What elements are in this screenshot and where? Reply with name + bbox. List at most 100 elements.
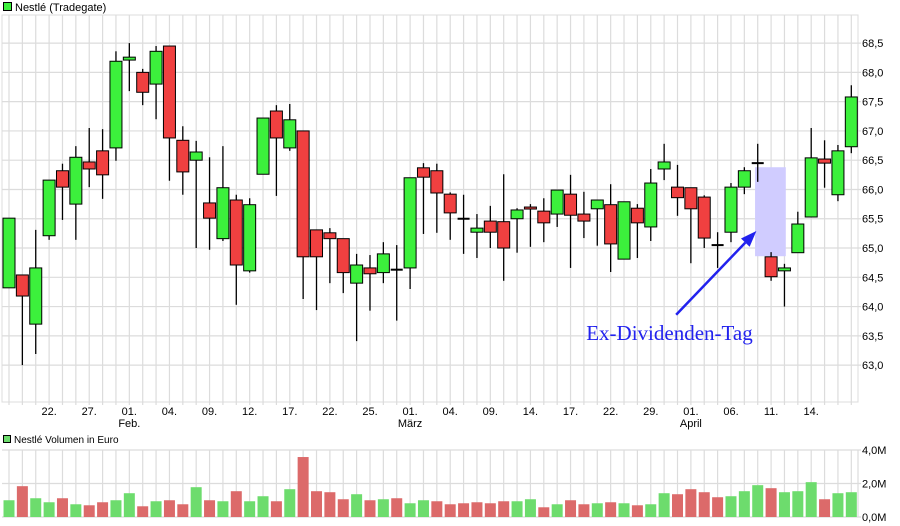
volume-bar	[217, 501, 229, 517]
volume-bar	[725, 496, 737, 517]
candle-body	[189, 151, 203, 161]
x-tick-label: 22.	[322, 406, 337, 418]
candle	[2, 217, 16, 289]
x-tick-label: 04.	[443, 406, 458, 418]
volume-bar	[16, 486, 28, 517]
candle	[269, 105, 283, 196]
y-tick-label: 64,5	[862, 272, 883, 284]
candle-body	[29, 267, 43, 325]
volume-bar	[765, 488, 777, 517]
candle-body	[256, 117, 270, 175]
y-tick-label: 68,0	[862, 67, 883, 79]
candle	[443, 192, 457, 240]
volume-bar	[150, 501, 162, 517]
volume-bar	[565, 500, 577, 517]
ex-dividend-highlight	[755, 167, 786, 257]
volume-bar	[511, 501, 523, 517]
candle	[310, 229, 324, 311]
candle-body	[550, 189, 564, 215]
volume-bar	[712, 497, 724, 517]
volume-bar	[471, 502, 483, 517]
x-tick-label: 25.	[362, 406, 377, 418]
volume-bar	[257, 496, 269, 517]
candle	[737, 167, 751, 195]
candle-body	[657, 161, 671, 170]
x-tick-label: 12.	[242, 406, 257, 418]
candle	[804, 127, 818, 218]
candle-body	[216, 187, 230, 240]
legend-swatch-price	[3, 2, 12, 11]
y-tick-label: 63,0	[862, 360, 883, 372]
price-axis-labels: 63,0 63,5 64,0 64,5 65,0 65,5 66,0 66,5 67,0 67,5…	[862, 38, 883, 372]
arrow-icon	[675, 241, 747, 316]
candle	[216, 146, 230, 241]
candle	[684, 187, 698, 264]
candle-body	[336, 238, 350, 274]
volume-bar	[819, 499, 831, 517]
candle	[697, 195, 711, 249]
candle-body	[376, 253, 390, 274]
candle	[751, 143, 764, 182]
volume-bar	[524, 499, 536, 517]
candle-body	[537, 210, 551, 224]
x-tick-label: 01.	[122, 406, 137, 418]
x-tick-label: 14.	[804, 406, 819, 418]
volume-bar	[70, 504, 82, 517]
volume-bar	[337, 499, 349, 517]
candle	[617, 201, 631, 260]
candle-body	[831, 150, 845, 196]
volume-bar	[605, 502, 617, 517]
candle	[15, 274, 29, 366]
volume-bar	[444, 504, 456, 517]
candle	[416, 163, 430, 234]
candle	[122, 43, 136, 92]
candle-body	[243, 204, 257, 272]
volume-bar	[377, 499, 389, 517]
volume-bar	[631, 505, 643, 517]
y-tick-label: 67,0	[862, 126, 883, 138]
candle-body	[644, 182, 658, 228]
volume-bar	[404, 503, 416, 517]
candle	[497, 174, 511, 281]
candle-body	[136, 71, 150, 93]
candle-body	[403, 177, 417, 269]
legend-swatch-volume	[3, 435, 11, 443]
x-month-label: Feb.	[118, 418, 140, 430]
candle	[296, 130, 310, 299]
candle	[724, 183, 738, 243]
volume-bar	[270, 501, 282, 517]
candle	[644, 168, 658, 241]
x-tick-label: 22.	[603, 406, 618, 418]
volume-bar	[364, 500, 376, 517]
candle	[831, 144, 845, 202]
volume-bar	[778, 492, 790, 517]
volume-bar	[177, 504, 189, 517]
volume-bar	[43, 502, 55, 517]
candle	[42, 179, 56, 240]
candle-body	[55, 170, 69, 188]
candle	[96, 129, 110, 199]
x-tick-label: 17.	[563, 406, 578, 418]
candle	[791, 211, 805, 254]
candle	[844, 85, 858, 154]
candle	[777, 263, 791, 307]
vol-tick-label: 0,0M	[862, 512, 886, 524]
candle	[176, 126, 190, 195]
volume-bar	[284, 489, 296, 517]
candle-body	[697, 196, 711, 239]
candle-body	[737, 170, 751, 188]
candle-body	[42, 179, 56, 237]
volume-bar	[845, 492, 857, 517]
y-tick-label: 68,5	[862, 38, 883, 50]
candle	[523, 204, 537, 247]
candle-body	[283, 119, 297, 149]
volume-bar	[458, 503, 470, 517]
candle	[162, 45, 176, 181]
candle	[564, 174, 578, 268]
candle	[256, 117, 270, 175]
candle	[457, 194, 470, 254]
vol-tick-label: 4,0M	[862, 445, 886, 457]
volume-bar	[311, 491, 323, 517]
candle-body	[323, 232, 337, 240]
